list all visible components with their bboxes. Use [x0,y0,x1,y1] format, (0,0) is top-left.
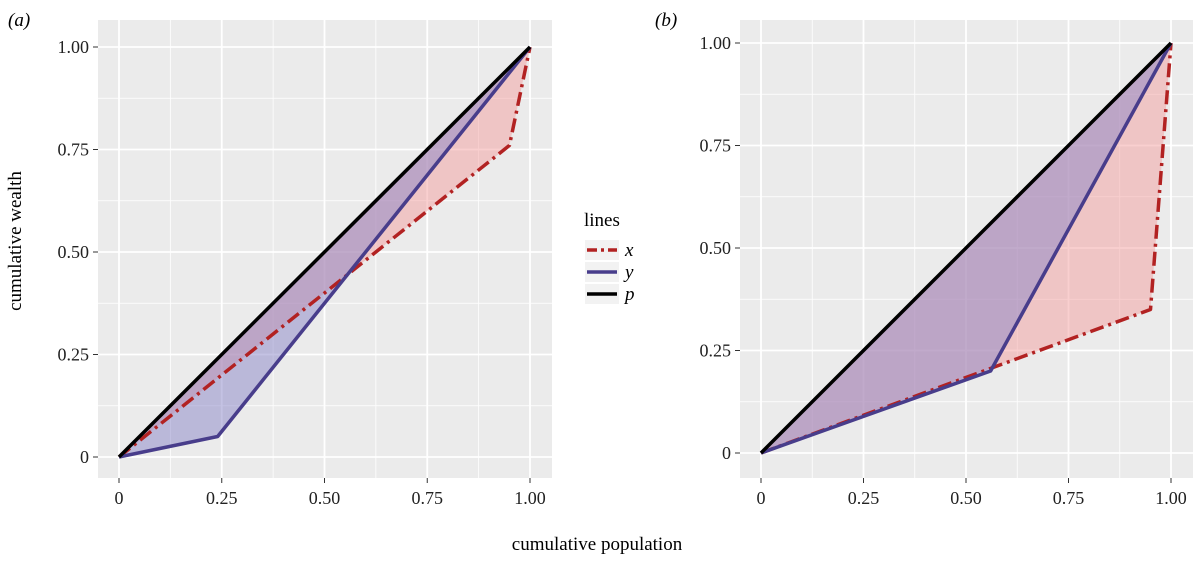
panel-a-x-tick-label-4: 1.00 [514,488,546,508]
legend-label-y: y [623,262,634,283]
x-axis-title: cumulative population [512,534,683,555]
panel-a-line-x [117,46,532,459]
panel-a-x-tick-label-0: 0 [115,488,124,508]
legend-entries: xyp [585,240,635,305]
panel-a-y-tick-label-2: 0.50 [58,242,90,262]
panel-b-y-tick-label-0: 0 [722,443,731,463]
panel-a-x-tick-label-1: 0.25 [206,488,238,508]
panel-b-x-ticks: 0 0.25 0.50 0.75 1.00 [757,478,1187,508]
panel-b-tag: (b) [655,10,677,31]
panel-b-y-tick-label-2: 0.50 [700,238,732,258]
panel-b-x-tick-label-2: 0.50 [950,488,982,508]
panel-a-lines [117,45,532,459]
panel-a-y-tick-label-1: 0.25 [58,345,90,365]
legend-title: lines [584,210,620,231]
panel-b-line-p [759,41,1173,455]
panel-a-x-ticks: 0 0.25 0.50 0.75 1.00 [115,478,546,508]
panel-b-x-tick-label-3: 0.75 [1053,488,1085,508]
panel-a-y-ticks: 0 0.25 0.50 0.75 1.00 [58,37,98,467]
panel-b-x-tick-label-0: 0 [757,488,766,508]
panel-a-y-tick-label-0: 0 [80,447,89,467]
panel-b: 0 0.25 0.50 0.75 1.00 0 0.25 0.50 0.75 1.00 (b) [655,10,1193,508]
panel-a-line-p [117,45,532,459]
panel-b-y-tick-label-4: 1.00 [700,33,732,53]
y-axis-title: cumulative wealth [5,171,26,311]
panel-a: 0 0.25 0.50 0.75 1.00 0 0.25 0.50 0.75 1.00 (a) [8,10,552,508]
panel-b-y-tick-label-1: 0.25 [700,341,732,361]
panel-a-x-tick-label-3: 0.75 [412,488,444,508]
panel-b-lines [759,41,1173,455]
panel-a-x-tick-label-2: 0.50 [309,488,341,508]
panel-b-y-ticks: 0 0.25 0.50 0.75 1.00 [700,33,740,463]
panel-a-tag: (a) [8,10,30,31]
legend-label-x: x [624,240,634,261]
panel-a-line-y [118,45,532,459]
panel-b-line-y [760,42,1173,455]
panel-a-y-tick-label-3: 0.75 [58,140,90,160]
legend-label-p: p [623,284,635,305]
panel-b-y-tick-label-3: 0.75 [700,136,732,156]
legend: lines xyp [584,210,635,305]
panel-b-x-tick-label-4: 1.00 [1155,488,1187,508]
panel-a-y-tick-label-4: 1.00 [58,37,90,57]
panel-b-x-tick-label-1: 0.25 [848,488,880,508]
